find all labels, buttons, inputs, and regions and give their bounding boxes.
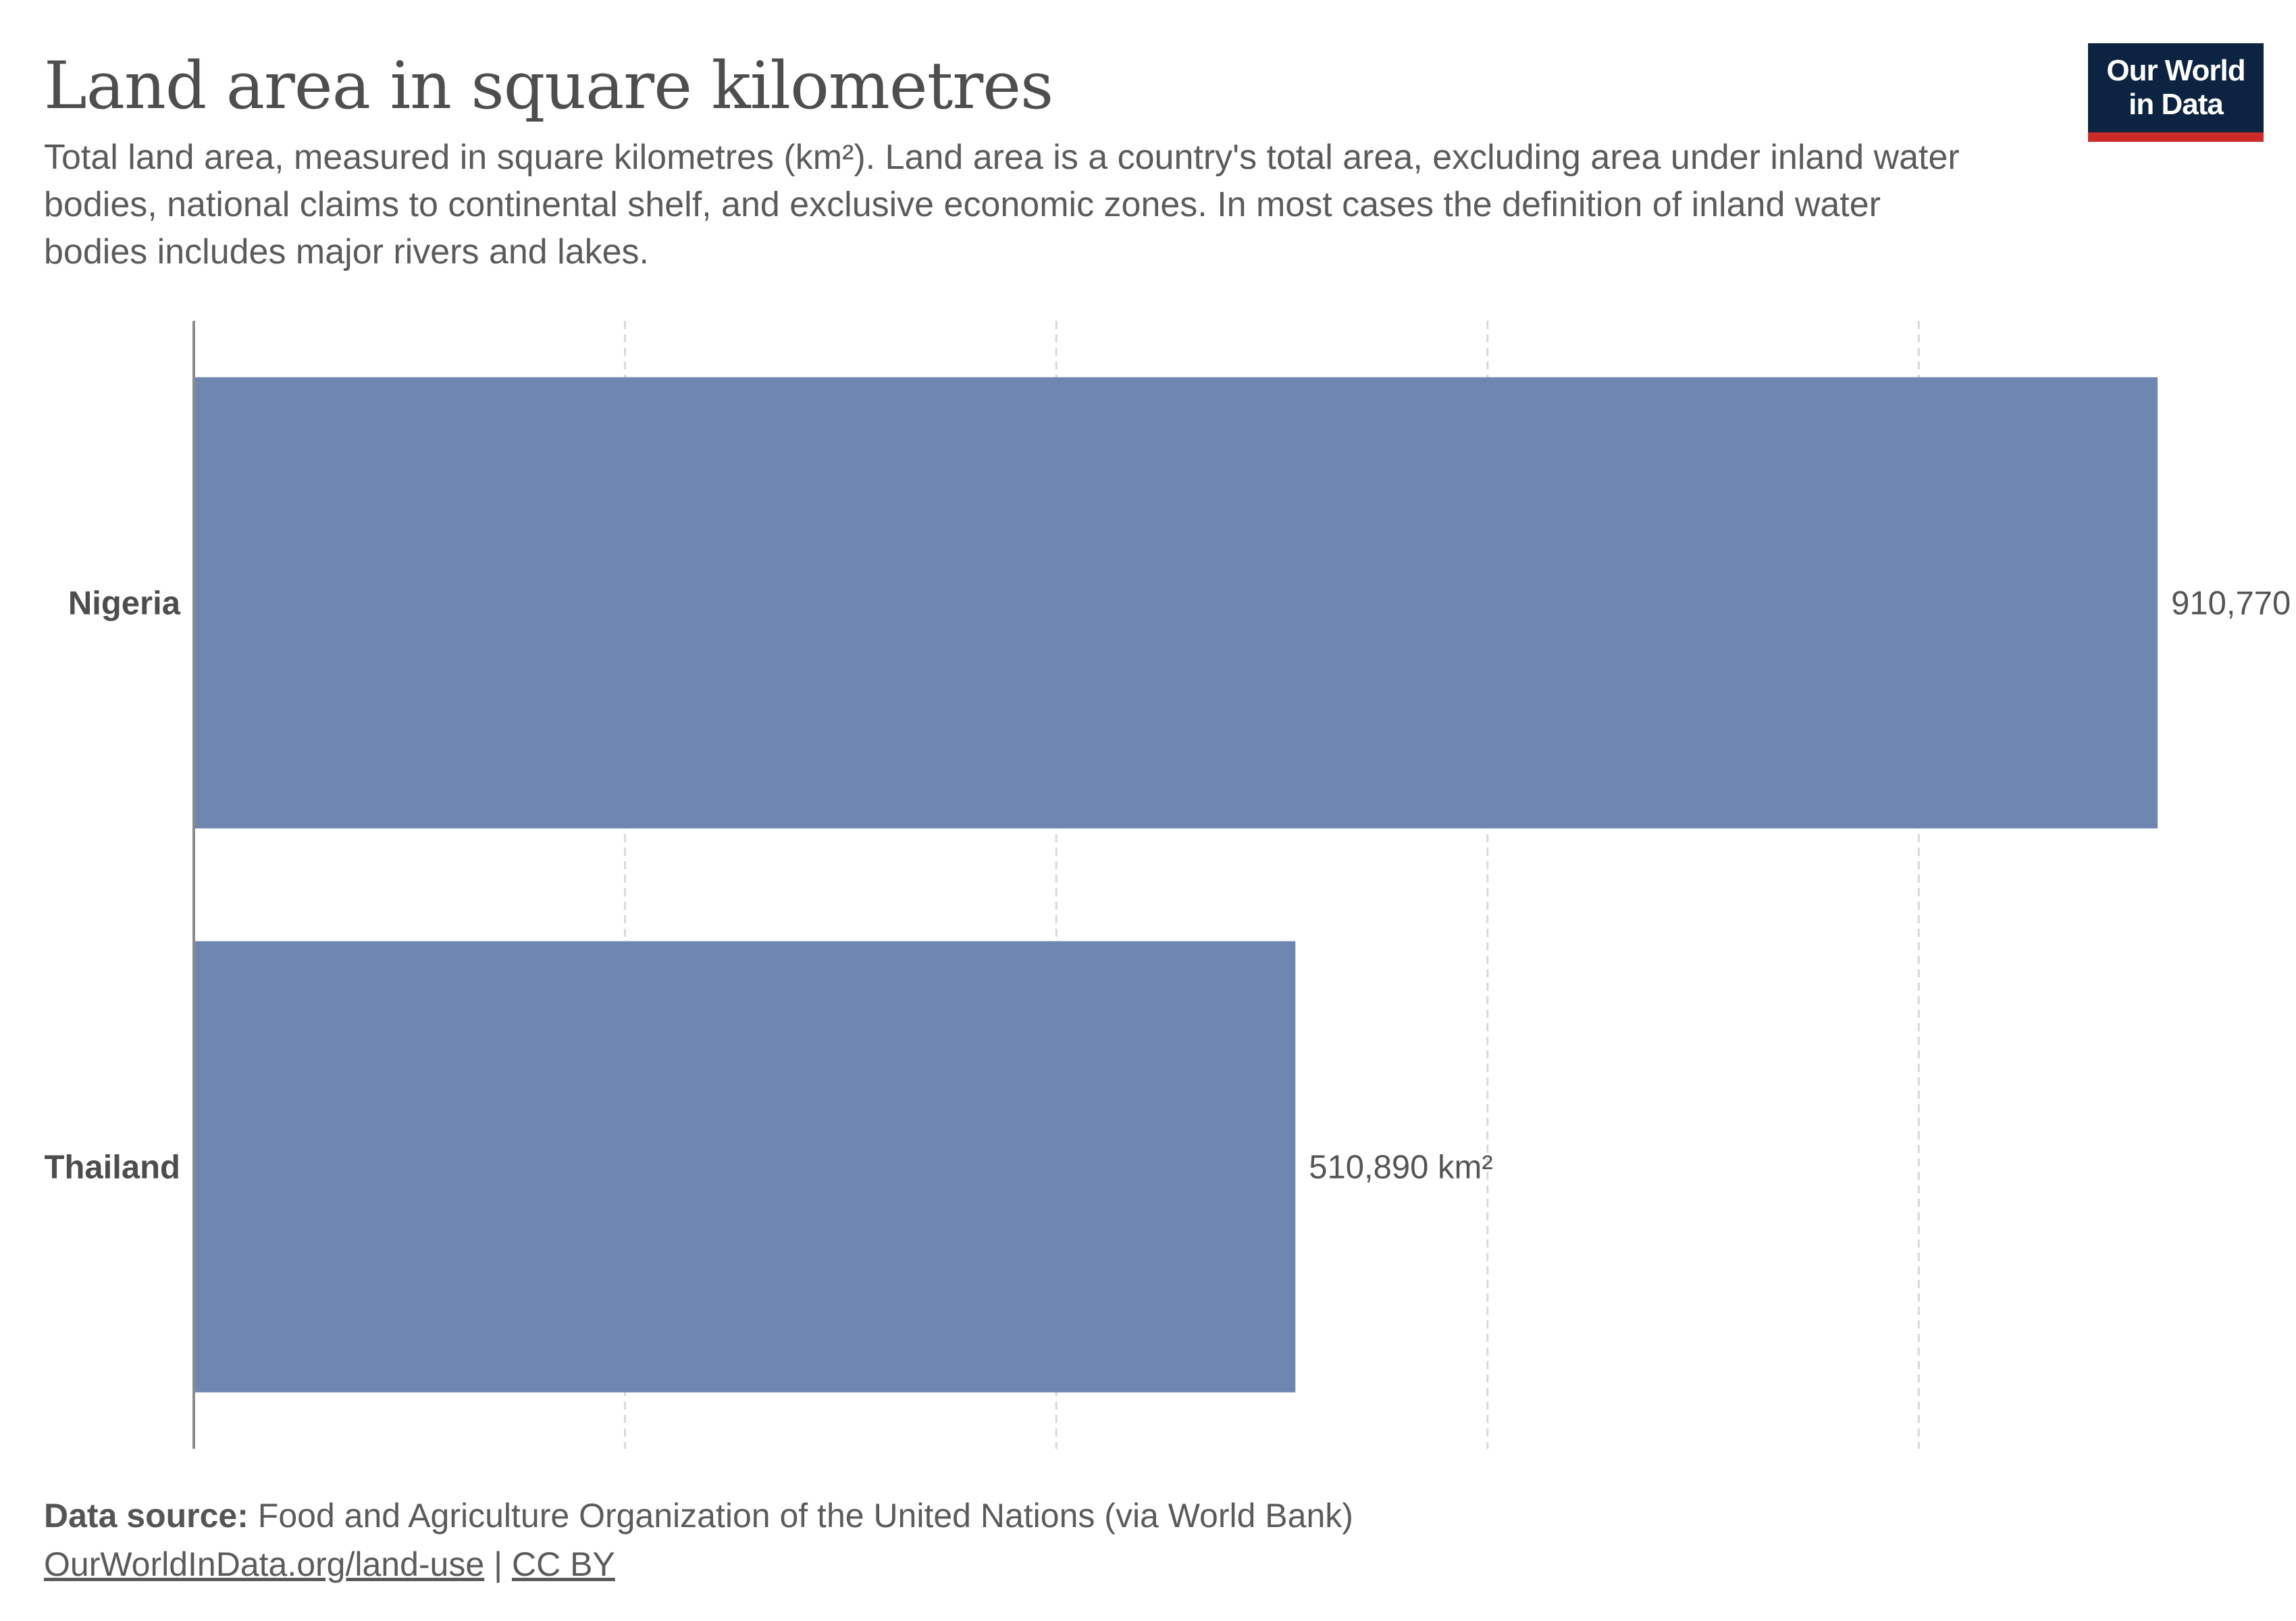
value-label-thailand: 510,890 km² — [1309, 1150, 1492, 1186]
value-label-nigeria: 910,770 km² — [2171, 586, 2296, 622]
category-label-nigeria: Nigeria — [68, 586, 181, 622]
footer-separator: | — [484, 1545, 512, 1583]
logo-line-2: in Data — [2129, 88, 2224, 121]
logo-line-1: Our World — [2106, 54, 2245, 87]
chart-subtitle: Total land area, measured in square kilo… — [44, 138, 1960, 272]
category-label-thailand: Thailand — [45, 1150, 180, 1186]
chart-footer: Data source: Food and Agriculture Organi… — [44, 1491, 1353, 1589]
source-text: Food and Agriculture Organization of the… — [248, 1497, 1353, 1535]
bar-nigeria[interactable] — [194, 377, 2158, 829]
source-url-link[interactable]: OurWorldInData.org/land-use — [44, 1545, 485, 1583]
chart-title: Land area in square kilometres — [44, 48, 1053, 124]
bar-thailand[interactable] — [194, 941, 1296, 1393]
license-link[interactable]: CC BY — [511, 1545, 615, 1583]
owid-logo[interactable]: Our World in Data — [2088, 43, 2264, 142]
source-label: Data source: — [44, 1497, 249, 1535]
